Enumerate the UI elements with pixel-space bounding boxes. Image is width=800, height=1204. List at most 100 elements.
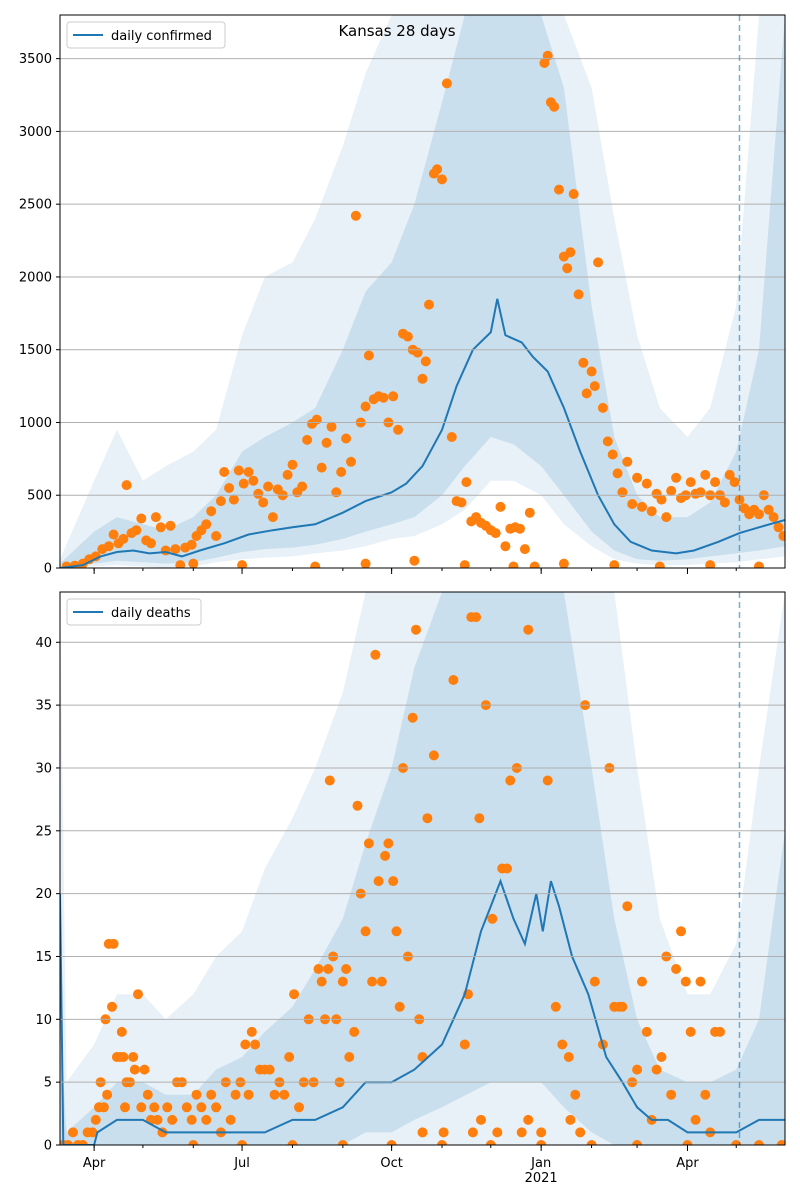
data-point xyxy=(289,989,300,1000)
legend-deaths: daily deaths xyxy=(66,598,202,626)
data-point xyxy=(710,477,721,488)
data-point xyxy=(441,78,452,89)
data-point xyxy=(116,1026,127,1037)
y-tick-label: 5 xyxy=(44,1076,52,1091)
data-point xyxy=(349,1026,360,1037)
data-point xyxy=(409,555,420,566)
data-point xyxy=(201,519,212,530)
data-point xyxy=(87,1127,98,1138)
data-point xyxy=(641,1026,652,1037)
data-point xyxy=(763,504,774,515)
data-point xyxy=(350,210,361,221)
data-point xyxy=(108,938,119,949)
data-point xyxy=(754,1140,764,1145)
y-tick-label: 0 xyxy=(44,1139,52,1154)
data-point xyxy=(393,424,404,435)
axes-frame xyxy=(59,14,786,569)
data-point xyxy=(505,775,516,786)
data-point xyxy=(284,1052,295,1062)
data-point xyxy=(529,561,540,568)
data-point xyxy=(186,539,197,550)
data-point xyxy=(695,976,706,987)
data-point xyxy=(622,901,633,912)
data-point xyxy=(523,624,534,635)
data-point xyxy=(175,560,186,568)
data-point xyxy=(120,1102,130,1113)
data-point xyxy=(337,1140,348,1145)
data-point xyxy=(651,1064,662,1075)
data-point xyxy=(422,813,433,824)
data-point xyxy=(402,331,413,342)
data-point xyxy=(617,1001,628,1012)
data-point xyxy=(191,1089,202,1100)
data-point xyxy=(313,964,324,974)
data-point xyxy=(142,1089,153,1100)
data-point xyxy=(118,1052,129,1062)
data-point xyxy=(211,1102,222,1113)
data-point xyxy=(324,775,335,786)
data-point xyxy=(607,449,618,460)
data-point xyxy=(336,467,347,477)
data-point xyxy=(248,475,259,486)
data-point xyxy=(250,1039,261,1050)
chart-title: Kansas 28 days xyxy=(338,22,455,40)
data-point xyxy=(243,1089,254,1100)
data-point xyxy=(461,477,472,488)
data-point xyxy=(341,433,352,444)
data-point xyxy=(206,506,217,517)
data-point xyxy=(344,1052,355,1062)
data-point xyxy=(211,531,222,541)
data-point xyxy=(565,1114,576,1125)
data-point xyxy=(768,512,779,523)
band-inner-confirmed xyxy=(60,15,785,567)
data-point xyxy=(378,392,389,403)
data-point xyxy=(383,838,394,849)
data-point xyxy=(557,1039,568,1050)
data-point xyxy=(155,522,166,533)
data-point xyxy=(331,487,342,498)
data-point xyxy=(562,263,573,274)
data-point xyxy=(487,913,498,924)
data-point xyxy=(558,558,569,568)
data-point xyxy=(666,485,677,496)
y-tick-label: 1000 xyxy=(19,416,52,431)
data-point xyxy=(186,1114,197,1125)
data-point xyxy=(253,488,264,499)
data-point xyxy=(581,388,592,399)
legend-label: daily deaths xyxy=(111,606,191,621)
y-tick-label: 10 xyxy=(35,1013,52,1028)
data-point xyxy=(492,1127,503,1138)
data-point xyxy=(337,976,348,987)
data-point xyxy=(632,1064,643,1075)
data-point xyxy=(417,373,428,384)
data-point xyxy=(578,357,589,368)
data-point xyxy=(264,1064,275,1075)
data-point xyxy=(370,649,381,660)
data-point xyxy=(373,876,384,887)
data-point xyxy=(523,1114,534,1125)
data-point xyxy=(165,520,176,531)
data-point xyxy=(715,1026,725,1037)
data-point xyxy=(705,560,716,568)
data-point xyxy=(98,1102,109,1113)
data-point xyxy=(778,531,785,541)
data-point xyxy=(754,509,764,520)
x-tick-sublabel: 2021 xyxy=(525,1171,558,1186)
data-point xyxy=(102,1089,113,1100)
data-point xyxy=(424,299,434,310)
data-point xyxy=(411,624,421,635)
data-point xyxy=(287,459,298,470)
data-point xyxy=(656,494,667,505)
data-point xyxy=(656,1052,667,1062)
data-point xyxy=(432,164,443,175)
data-point xyxy=(676,926,686,937)
band-outer-deaths xyxy=(60,592,785,1145)
data-point xyxy=(589,381,600,392)
data-point xyxy=(654,561,665,568)
data-point xyxy=(502,863,512,874)
data-point xyxy=(685,477,696,488)
data-point xyxy=(563,1052,574,1062)
data-point xyxy=(233,465,244,476)
data-point xyxy=(181,1102,192,1113)
